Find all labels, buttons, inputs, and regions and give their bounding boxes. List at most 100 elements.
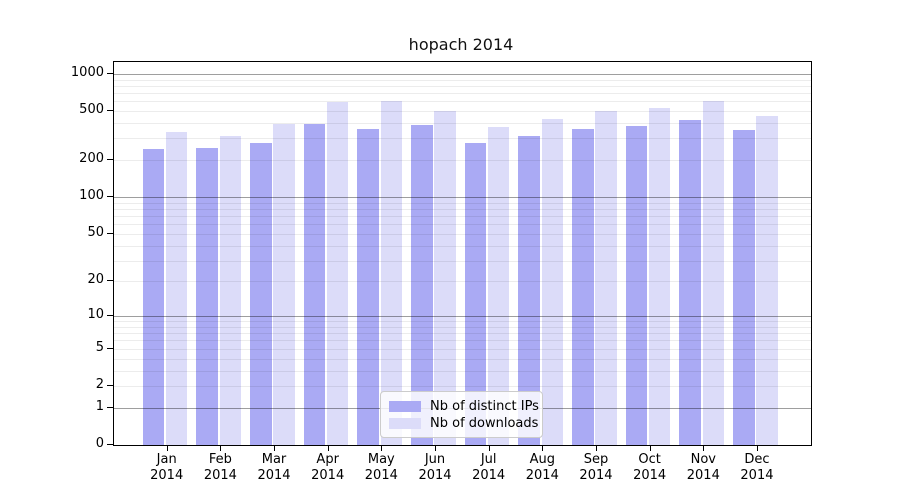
x-tick-label: Sep 2014	[579, 452, 613, 483]
minor-gridline	[114, 79, 811, 81]
y-tick-mark	[107, 196, 113, 198]
y-tick-mark	[107, 406, 113, 408]
x-tick-label: Nov 2014	[686, 452, 720, 483]
minor-gridline	[114, 160, 811, 162]
x-tick-mark	[595, 445, 597, 451]
minor-gridline	[114, 111, 811, 113]
minor-gridline	[114, 208, 811, 210]
x-tick-mark	[220, 445, 222, 451]
y-tick-label: 0	[95, 436, 104, 451]
legend-label-downloads: Nb of downloads	[430, 415, 539, 431]
bar-ips-may	[357, 129, 379, 445]
y-tick-label: 50	[87, 224, 104, 240]
y-tick-mark	[107, 232, 113, 234]
x-tick-mark	[703, 445, 705, 451]
x-tick-mark	[542, 445, 544, 451]
plot-area	[113, 61, 812, 446]
minor-gridline	[114, 216, 811, 218]
y-tick-mark	[107, 72, 113, 74]
legend-item-downloads: Nb of downloads	[389, 415, 538, 431]
minor-gridline	[114, 321, 811, 323]
y-tick-mark	[107, 384, 113, 386]
chart-title: hopach 2014	[408, 35, 514, 54]
x-tick-mark	[435, 445, 436, 451]
y-tick-label: 5	[95, 339, 104, 355]
minor-gridline	[114, 340, 811, 342]
major-gridline	[114, 316, 811, 318]
x-tick-mark	[649, 445, 651, 451]
x-tick-label: Dec 2014	[740, 452, 774, 483]
bar-ips-aug	[518, 136, 540, 445]
bar-downloads-jul	[487, 126, 510, 445]
bar-downloads-mar	[273, 124, 295, 445]
y-tick-label: 1	[95, 398, 104, 414]
legend-swatch-distinct-ips	[389, 400, 421, 412]
x-tick-mark	[327, 445, 329, 451]
minor-gridline	[114, 224, 811, 226]
minor-gridline	[114, 326, 811, 328]
bar-ips-jun	[411, 125, 433, 445]
y-tick-mark	[107, 280, 113, 282]
minor-gridline	[114, 85, 811, 87]
y-tick-label: 20	[87, 272, 104, 288]
minor-gridline	[114, 348, 811, 350]
major-gridline	[114, 197, 811, 199]
y-tick-mark	[107, 110, 113, 112]
bar-downloads-may	[380, 101, 403, 445]
minor-gridline	[114, 358, 811, 360]
bar-downloads-nov	[702, 101, 725, 445]
legend-swatch-downloads	[389, 417, 421, 429]
minor-gridline	[114, 333, 811, 335]
minor-gridline	[114, 260, 811, 262]
y-tick-label: 500	[79, 102, 104, 118]
bar-ips-jul	[464, 143, 487, 445]
bar-ips-nov	[679, 120, 701, 445]
bar-ips-oct	[625, 126, 648, 445]
minor-gridline	[114, 233, 811, 235]
x-tick-label: Apr 2014	[311, 452, 345, 483]
y-tick-mark	[107, 315, 113, 317]
x-tick-mark	[381, 445, 383, 451]
minor-gridline	[114, 202, 811, 204]
x-tick-label: Aug 2014	[525, 452, 559, 483]
bar-downloads-oct	[648, 108, 671, 445]
x-tick-label: Jan 2014	[150, 452, 184, 483]
bar-downloads-sep	[595, 111, 617, 445]
x-tick-label: May 2014	[364, 452, 398, 483]
x-tick-label: Oct 2014	[633, 452, 667, 483]
bar-ips-feb	[196, 148, 218, 445]
bar-downloads-apr	[326, 101, 349, 445]
bar-downloads-feb	[219, 135, 242, 445]
minor-gridline	[114, 138, 811, 140]
y-tick-mark	[107, 347, 113, 349]
x-tick-label: Jul 2014	[472, 452, 506, 483]
x-tick-mark	[488, 445, 490, 451]
x-tick-mark	[274, 445, 276, 451]
minor-gridline	[114, 93, 811, 95]
x-tick-label: Jun 2014	[418, 452, 452, 483]
x-tick-mark	[756, 445, 758, 451]
bar-ips-dec	[732, 129, 755, 445]
minor-gridline	[114, 385, 811, 387]
y-tick-mark	[107, 444, 113, 445]
legend: Nb of distinct IPs Nb of downloads	[380, 391, 543, 438]
bar-downloads-jun	[434, 111, 456, 445]
legend-label-distinct-ips: Nb of distinct IPs	[430, 398, 539, 414]
bar-downloads-jan	[165, 131, 188, 445]
bar-downloads-aug	[541, 118, 564, 445]
minor-gridline	[114, 245, 811, 247]
y-tick-mark	[107, 159, 113, 161]
y-tick-label: 10	[87, 307, 104, 323]
minor-gridline	[114, 281, 811, 283]
minor-gridline	[114, 101, 811, 103]
y-tick-label: 1000	[70, 64, 104, 80]
minor-gridline	[114, 123, 811, 125]
y-tick-label: 100	[79, 188, 104, 204]
bar-ips-mar	[250, 142, 272, 445]
bar-ips-jan	[142, 149, 165, 445]
x-tick-mark	[166, 445, 168, 451]
x-tick-label: Mar 2014	[257, 452, 291, 483]
minor-gridline	[114, 370, 811, 372]
y-tick-label: 200	[79, 151, 104, 167]
